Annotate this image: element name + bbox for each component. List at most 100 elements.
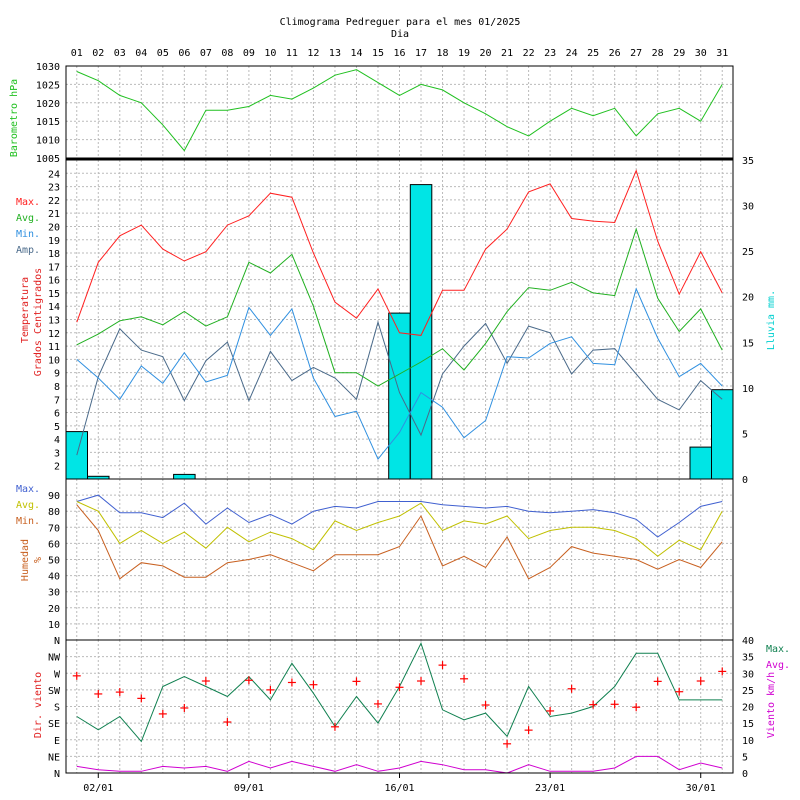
wind-direction-marker: [309, 680, 318, 689]
humidity-max-line: [76, 494, 723, 538]
humidity-legend-min: Min.: [16, 516, 40, 527]
day-tick-label: 15: [372, 48, 384, 59]
direction-tick-label: SE: [48, 719, 60, 730]
y-tick-label: 7: [54, 395, 60, 406]
day-tick-label: 25: [587, 48, 599, 59]
temperature-amp-line: [76, 320, 723, 456]
humidity-legend-avg: Avg.: [16, 500, 40, 511]
wind-direction-marker: [330, 722, 339, 731]
wind-direction-axis: N NE E SE S SW W NW N: [48, 636, 61, 780]
wind-direction-marker: [287, 678, 296, 687]
wind-direction-marker: [589, 700, 598, 709]
rain-ylabel: Lluvia mm.: [766, 290, 777, 350]
y-tick-label: 20: [48, 604, 60, 615]
y-tick-label: 90: [48, 491, 60, 502]
temperature-legend-max: Max.: [16, 197, 40, 208]
y-tick-label: 13: [48, 316, 60, 327]
humidity-unit: %: [33, 557, 44, 563]
y-tick-label: 18: [48, 249, 60, 260]
y-tick-label: 10: [742, 384, 754, 395]
y-tick-label: 35: [742, 653, 754, 664]
direction-tick-label: S: [54, 703, 60, 714]
wind-speed-axis: 0 5 10 15 20 25 30 35 40: [742, 636, 754, 780]
temperature-avg-line: [76, 227, 723, 387]
day-tick-label: 10: [264, 48, 276, 59]
day-tick-label: 30: [695, 48, 707, 59]
y-tick-label: 20: [742, 703, 754, 714]
day-tick-label: 23: [544, 48, 556, 59]
y-tick-label: 1005: [36, 154, 60, 165]
rain-bar: [689, 446, 712, 480]
rain-axis: 0 5 10 15 20 25 30 35: [742, 156, 754, 486]
wind-direction-marker: [201, 677, 210, 686]
wind-direction-marker: [94, 689, 103, 698]
plot-frame: [65, 65, 734, 774]
temperature-min-line: [76, 287, 723, 461]
day-tick-label: 14: [350, 48, 362, 59]
wind-direction-marker: [718, 667, 727, 676]
y-tick-label: 10: [48, 355, 60, 366]
day-tick-label: 02: [92, 48, 104, 59]
y-tick-label: 40: [742, 636, 754, 647]
y-tick-label: 22: [48, 196, 60, 207]
day-tick-label: 27: [630, 48, 642, 59]
date-tick-label: 02/01: [83, 783, 113, 794]
wind-direction-marker: [546, 706, 555, 715]
day-tick-label: 11: [286, 48, 298, 59]
chart-subtitle: Dia: [391, 29, 409, 40]
temperature-legend-avg: Avg.: [16, 213, 40, 224]
wind-direction-marker: [395, 683, 404, 692]
wind-direction-marker: [417, 677, 426, 686]
y-tick-label: 50: [48, 556, 60, 567]
wind-direction-marker: [675, 687, 684, 696]
wind-direction-markers: [72, 661, 727, 748]
rain-bar: [65, 431, 88, 480]
date-tick-label: 09/01: [234, 783, 264, 794]
humidity-min-line: [76, 504, 723, 580]
y-tick-label: 25: [742, 686, 754, 697]
direction-tick-label: NW: [48, 653, 61, 664]
y-tick-label: 2: [54, 462, 60, 473]
y-tick-label: 80: [48, 507, 60, 518]
date-axis-labels: 02/01 09/01 16/01 23/01 30/01: [83, 773, 716, 794]
date-tick-label: 23/01: [535, 783, 565, 794]
y-tick-label: 15: [48, 289, 60, 300]
wind-direction-marker: [610, 700, 619, 709]
wind-direction-marker: [137, 694, 146, 703]
y-tick-label: 9: [54, 369, 60, 380]
day-tick-label: 21: [501, 48, 513, 59]
y-tick-label: 10: [48, 620, 60, 631]
day-tick-label: 12: [307, 48, 319, 59]
y-tick-label: 14: [48, 302, 60, 313]
wind-avg-line: [76, 755, 723, 774]
wind-direction-marker: [223, 718, 232, 727]
y-tick-label: 4: [54, 435, 60, 446]
temperature-legend-amp: Amp.: [16, 245, 40, 256]
direction-tick-label: W: [54, 669, 61, 680]
wind-direction-marker: [115, 688, 124, 697]
wind-direction-marker: [373, 699, 382, 708]
y-tick-label: 70: [48, 523, 60, 534]
panel-frames: [65, 65, 734, 774]
day-tick-label: 29: [673, 48, 685, 59]
wind-direction-marker: [481, 701, 490, 710]
direction-tick-label: SW: [48, 686, 61, 697]
y-tick-label: 20: [48, 222, 60, 233]
y-tick-label: 40: [48, 572, 60, 583]
y-tick-label: 21: [48, 209, 60, 220]
day-tick-label: 08: [221, 48, 233, 59]
temperature-ylabel2: Grados Centigrados: [33, 268, 44, 376]
y-tick-label: 30: [742, 669, 754, 680]
y-tick-label: 10: [742, 736, 754, 747]
y-tick-label: 5: [742, 752, 748, 763]
wind-direction-marker: [438, 661, 447, 670]
day-axis-labels: 01 02 03 04 05 06 07 08 09 10 11 12 13 14 15 16 17 18 19 20…: [71, 48, 729, 59]
day-tick-label: 18: [437, 48, 449, 59]
day-tick-label: 17: [415, 48, 427, 59]
y-tick-label: 11: [48, 342, 60, 353]
wind-direction-marker: [266, 685, 275, 694]
humidity-legend-max: Max.: [16, 484, 40, 495]
day-tick-label: 26: [609, 48, 621, 59]
rain-bar: [711, 389, 734, 480]
